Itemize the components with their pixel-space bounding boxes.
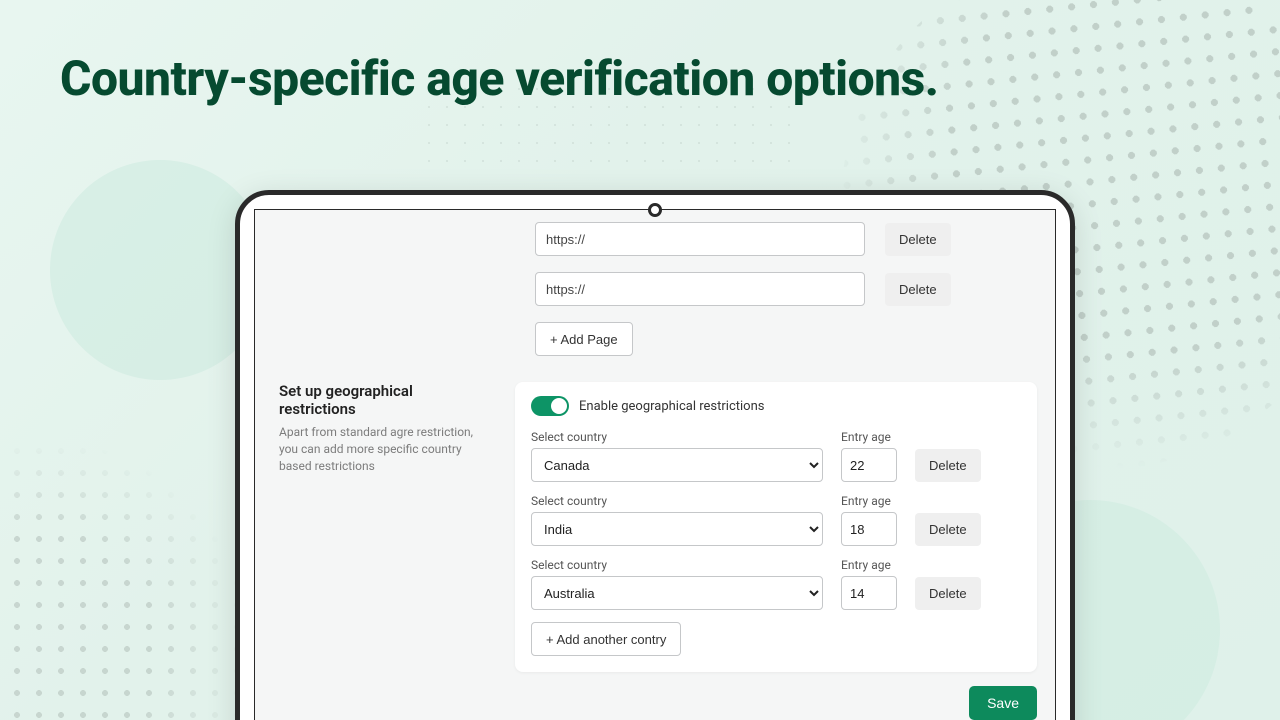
url-input[interactable] [535,222,865,256]
age-label: Entry age [841,430,897,444]
country-label: Select country [531,430,823,444]
country-select[interactable]: Canada [531,448,823,482]
url-row: Delete [535,222,1013,256]
age-input[interactable] [841,512,897,546]
promo-background: Country-specific age verification option… [0,0,1280,720]
geo-toggle-label: Enable geographical restrictions [579,399,764,414]
country-row: Select country Australia Entry age Delet… [531,558,1021,610]
geo-section-desc: Set up geographical restrictions Apart f… [255,382,485,474]
country-select[interactable]: Australia [531,576,823,610]
geo-card: Enable geographical restrictions Select … [515,382,1037,672]
country-row: Select country Canada Entry age Delete [531,430,1021,482]
country-select[interactable]: India [531,512,823,546]
delete-button[interactable]: Delete [885,273,951,306]
delete-button[interactable]: Delete [915,449,981,482]
save-button[interactable]: Save [969,686,1037,720]
add-country-button[interactable]: + Add another contry [531,622,681,656]
country-row: Select country India Entry age Delete [531,494,1021,546]
age-input[interactable] [841,448,897,482]
age-label: Entry age [841,558,897,572]
page-headline: Country-specific age verification option… [60,50,939,107]
geo-section: Set up geographical restrictions Apart f… [255,382,1037,672]
country-label: Select country [531,494,823,508]
age-label: Entry age [841,494,897,508]
url-row: Delete [535,272,1013,306]
delete-button[interactable]: Delete [885,223,951,256]
add-page-button[interactable]: + Add Page [535,322,633,356]
geo-section-subtitle: Apart from standard agre restriction, yo… [279,424,485,474]
camera-icon [648,203,662,217]
device-frame: Delete Delete + Add Page Set up geograph… [235,190,1075,720]
country-label: Select country [531,558,823,572]
decor-dots [0,440,250,720]
geo-toggle[interactable] [531,396,569,416]
url-input[interactable] [535,272,865,306]
url-section: Delete Delete + Add Page [535,222,1013,356]
geo-section-title: Set up geographical restrictions [279,382,485,418]
device-screen: Delete Delete + Add Page Set up geograph… [254,209,1056,720]
delete-button[interactable]: Delete [915,513,981,546]
age-input[interactable] [841,576,897,610]
delete-button[interactable]: Delete [915,577,981,610]
